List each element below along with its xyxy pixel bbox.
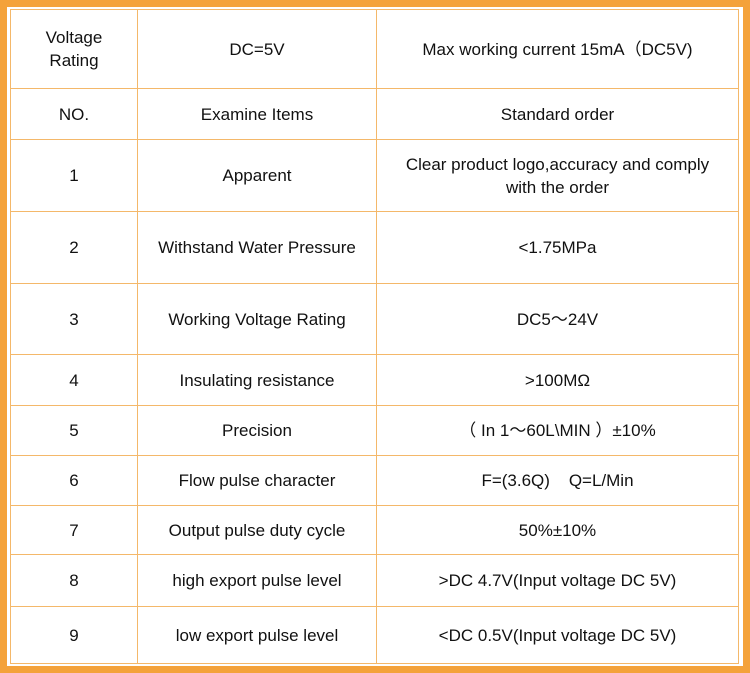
row-standard: DC5～24V <box>376 283 739 355</box>
row-number: 9 <box>10 606 138 664</box>
row-item: Precision <box>137 405 377 456</box>
table-row-voltage-rating: Voltage Rating DC=5V Max working current… <box>10 9 739 89</box>
table-row: 8 high export pulse level >DC 4.7V(Input… <box>10 554 739 607</box>
row-standard: 50%±10% <box>376 505 739 555</box>
row-item: Insulating resistance <box>137 354 377 406</box>
row-standard: >100MΩ <box>376 354 739 406</box>
row-standard: <1.75MPa <box>376 211 739 284</box>
spec-table: Voltage Rating DC=5V Max working current… <box>10 9 739 664</box>
row-number: 1 <box>10 139 138 212</box>
row-number: 3 <box>10 283 138 355</box>
row-number: 5 <box>10 405 138 456</box>
row-standard: >DC 4.7V(Input voltage DC 5V) <box>376 554 739 607</box>
row-standard: F=(3.6Q) Q=L/Min <box>376 455 739 506</box>
row-item: Withstand Water Pressure <box>137 211 377 284</box>
table-row: 3 Working Voltage Rating DC5～24V <box>10 283 739 355</box>
row-number: 7 <box>10 505 138 555</box>
voltage-rating-label: Voltage Rating <box>10 9 138 89</box>
max-working-current: Max working current 15mA（DC5V) <box>376 9 739 89</box>
row-item: low export pulse level <box>137 606 377 664</box>
row-standard: <DC 0.5V(Input voltage DC 5V) <box>376 606 739 664</box>
row-number: 4 <box>10 354 138 406</box>
header-examine-items: Examine Items <box>137 88 377 140</box>
voltage-rating-value: DC=5V <box>137 9 377 89</box>
table-row: 1 Apparent Clear product logo,accuracy a… <box>10 139 739 212</box>
row-item: Flow pulse character <box>137 455 377 506</box>
row-item: Output pulse duty cycle <box>137 505 377 555</box>
row-item: high export pulse level <box>137 554 377 607</box>
row-item: Working Voltage Rating <box>137 283 377 355</box>
row-number: 8 <box>10 554 138 607</box>
row-number: 2 <box>10 211 138 284</box>
table-row: 9 low export pulse level <DC 0.5V(Input … <box>10 606 739 664</box>
header-no: NO. <box>10 88 138 140</box>
row-standard: Clear product logo,accuracy and comply w… <box>376 139 739 212</box>
table-row: 5 Precision （ In 1～60L\MIN ）±10% <box>10 405 739 456</box>
header-standard-order: Standard order <box>376 88 739 140</box>
table-row: 2 Withstand Water Pressure <1.75MPa <box>10 211 739 284</box>
table-row: 4 Insulating resistance >100MΩ <box>10 354 739 406</box>
table-header-row: NO. Examine Items Standard order <box>10 88 739 140</box>
row-item: Apparent <box>137 139 377 212</box>
table-row: 6 Flow pulse character F=(3.6Q) Q=L/Min <box>10 455 739 506</box>
row-standard: （ In 1～60L\MIN ）±10% <box>376 405 739 456</box>
table-row: 7 Output pulse duty cycle 50%±10% <box>10 505 739 555</box>
row-number: 6 <box>10 455 138 506</box>
